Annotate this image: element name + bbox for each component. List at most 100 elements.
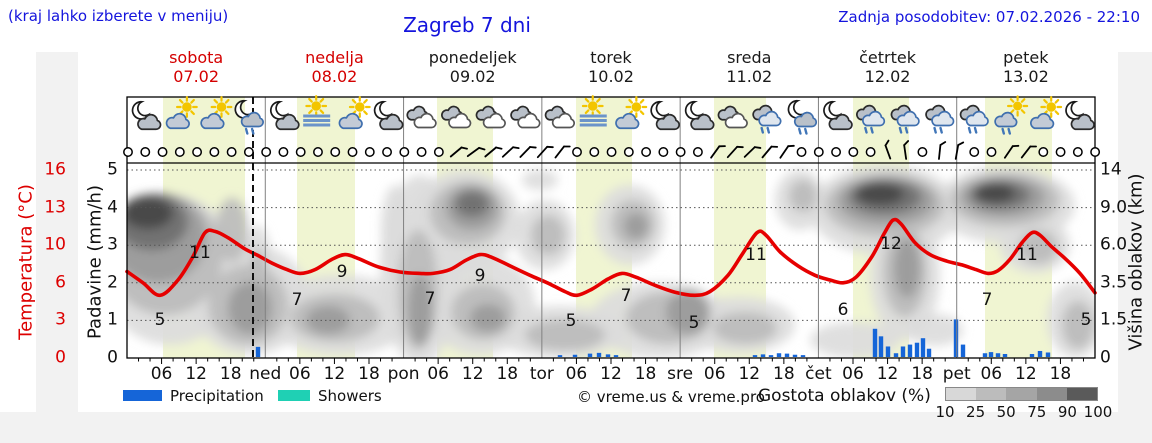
wind-calm-icon xyxy=(140,147,151,157)
wind-calm-icon xyxy=(382,147,392,157)
cloud-density-scale-segment xyxy=(946,388,977,400)
sun-cloud-icon xyxy=(165,96,198,130)
wind-barb-icon xyxy=(726,145,744,159)
precipitation-bar xyxy=(900,346,906,357)
precip-axis-tick: 1 xyxy=(107,309,118,330)
cloud-density-scale-segment xyxy=(1006,388,1037,400)
moon-cloud-drizzle-icon xyxy=(787,99,818,135)
cloud-density-scale-segment xyxy=(1066,388,1097,400)
cloud-density-tick: 25 xyxy=(966,403,986,421)
wind-barb-icon xyxy=(938,141,947,160)
cloud-height-axis-tick: 14 xyxy=(1100,159,1122,180)
cloud-density-blob xyxy=(228,282,272,334)
cloud-density-tick: 100 xyxy=(1083,403,1113,421)
cloud-density-tick: 90 xyxy=(1057,403,1077,421)
precipitation-bar xyxy=(920,338,926,357)
cloud-icon xyxy=(544,105,575,129)
wind-barb-icon xyxy=(761,145,779,159)
wind-barb-icon xyxy=(903,140,910,160)
x-axis-hour-label: 12 xyxy=(738,364,761,384)
x-axis-hour-label: 18 xyxy=(634,364,657,384)
sun-cloud-icon xyxy=(338,96,371,130)
precipitation-bar xyxy=(1029,353,1035,357)
wind-calm-icon xyxy=(796,147,807,157)
wind-barb-icon xyxy=(884,139,892,160)
precip-axis-tick: 3 xyxy=(107,234,118,255)
x-axis-hour-label: 12 xyxy=(1015,364,1037,384)
moon-cloud-icon xyxy=(269,100,300,131)
temp-axis-tick: 16 xyxy=(44,159,66,180)
temp-curve-label: 12 xyxy=(880,234,902,254)
day-date: 13.02 xyxy=(1002,67,1049,86)
day-date: 12.02 xyxy=(864,67,911,86)
x-axis-day-label: pet xyxy=(942,364,971,384)
wind-calm-icon xyxy=(261,147,272,157)
precipitation-bar xyxy=(907,344,913,357)
x-axis-hour-label: 18 xyxy=(773,364,795,384)
moon-cloud-icon xyxy=(823,100,853,131)
precipitation-bar xyxy=(1002,353,1008,357)
legend-showers-label: Showers xyxy=(318,387,382,405)
wind-calm-icon xyxy=(917,147,928,157)
precip-axis-title: Padavine (mm/h) xyxy=(84,185,106,339)
wind-calm-icon xyxy=(572,147,582,157)
x-axis-day-label: ned xyxy=(249,364,282,384)
wind-row xyxy=(123,139,1101,160)
x-axis-day-label: sre xyxy=(667,364,694,384)
wind-calm-icon xyxy=(330,147,341,157)
wind-calm-icon xyxy=(399,147,410,157)
sun-cloud-icon xyxy=(200,96,233,130)
precipitation-bar xyxy=(914,342,920,357)
wind-barb-icon xyxy=(1003,144,1020,159)
x-axis-hour-label: 18 xyxy=(219,364,242,384)
cloud-density-blob xyxy=(856,183,904,205)
day-date: 09.02 xyxy=(449,67,496,86)
wind-barb-icon xyxy=(554,145,571,159)
cloud-density-blob xyxy=(1018,230,1058,264)
day-date: 11.02 xyxy=(726,67,773,86)
wind-barb-icon xyxy=(536,145,554,159)
cloud-density-blob xyxy=(306,306,350,334)
precip-axis-tick: 5 xyxy=(107,159,118,180)
x-axis-hour-label: 12 xyxy=(461,364,484,384)
wind-calm-icon xyxy=(865,147,876,157)
precip-axis-tick: 0 xyxy=(107,347,118,368)
wind-barb-icon xyxy=(710,145,726,159)
temp-curve-label: 7 xyxy=(620,286,632,306)
moon-cloud-icon xyxy=(1065,100,1095,131)
x-axis-hour-label: 06 xyxy=(980,364,1003,384)
menu-hint-text: (kraj lahko izberete v meniju) xyxy=(8,7,229,25)
wind-calm-icon xyxy=(192,147,203,157)
precipitation-bar xyxy=(255,346,261,357)
cloud-height-axis-tick: 3.5 xyxy=(1100,272,1128,293)
cloud-density-scale-segment xyxy=(1036,388,1067,400)
cloud-density-blob xyxy=(624,213,648,239)
wind-calm-icon xyxy=(157,147,168,157)
cloud-density-blob xyxy=(455,191,489,217)
cloud-icon xyxy=(475,105,506,129)
sun-cloud-drizzle-icon xyxy=(994,95,1029,135)
day-date: 10.02 xyxy=(588,67,634,86)
temp-curve-label: 6 xyxy=(837,300,849,320)
x-axis-hour-label: 18 xyxy=(358,364,380,384)
moon-cloud-icon xyxy=(131,100,162,131)
wind-calm-icon xyxy=(364,147,375,157)
bottom-margin-strip xyxy=(0,412,1152,443)
precipitation-bar xyxy=(1045,352,1051,357)
cloud-icon xyxy=(441,105,472,129)
day-header: ponedeljek 09.02 xyxy=(429,48,517,86)
cloud-density-blob xyxy=(127,197,173,229)
wind-calm-icon xyxy=(174,147,185,157)
wind-barb-icon xyxy=(1020,145,1037,159)
wind-calm-icon xyxy=(813,147,824,157)
legend-precipitation-swatch xyxy=(123,390,162,401)
day-header: četrtek 12.02 xyxy=(859,48,916,86)
wind-calm-icon xyxy=(623,147,634,157)
day-name: sreda xyxy=(727,48,772,67)
legend-precipitation-label: Precipitation xyxy=(170,387,264,405)
copyright-link[interactable]: © vreme.us & vreme.pro xyxy=(577,388,765,406)
sun-haze-icon xyxy=(579,95,607,127)
precipitation-bar xyxy=(776,353,782,357)
precipitation-bar xyxy=(792,354,798,357)
